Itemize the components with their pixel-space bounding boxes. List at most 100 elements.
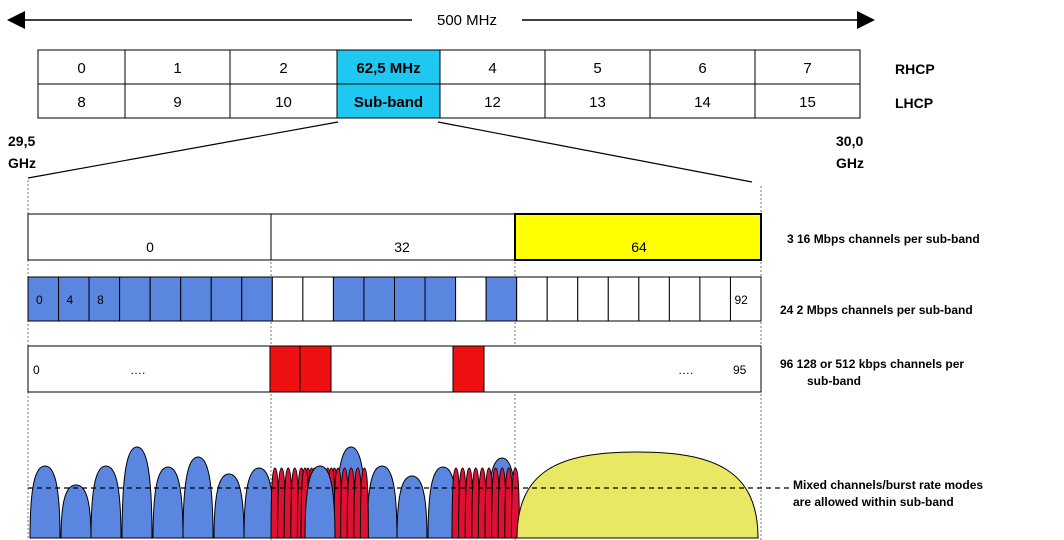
spectrum-2mbps-bump [304, 465, 336, 539]
channel-2mbps [210, 276, 243, 322]
subband-cell [754, 83, 861, 119]
spectrum-16mbps-dome [516, 451, 759, 539]
polarization-lhcp: LHCP [895, 95, 933, 111]
freq-right-value: 30,0 [836, 133, 863, 149]
channel-2mbps [668, 276, 701, 322]
channel-kbps-active [452, 345, 485, 393]
channel-2mbps [546, 276, 579, 322]
channel-kbps-active [269, 345, 301, 393]
spectrum-illustration [29, 446, 759, 539]
label-kbps-ellipsis-right: …. [678, 363, 693, 377]
label-2mbps: 4 [67, 293, 74, 307]
subband-highlight-label: Sub-band [354, 94, 423, 111]
channel-16mbps-0 [27, 213, 272, 261]
subband-number: 1 [173, 60, 181, 77]
subband-number: 7 [803, 60, 811, 77]
channel-2mbps [27, 276, 60, 322]
span-label: 500 MHz [437, 12, 497, 29]
channel-2mbps [577, 276, 609, 322]
subband-number: 4 [488, 60, 496, 77]
freq-left-value: 29,5 [8, 133, 35, 149]
note-kbps-line2: sub-band [807, 374, 861, 388]
subband-grid: 0 1 2 62,5 MHz 4 5 6 78 9 10 Sub-band 12 13 14 15RHCPL… [37, 49, 935, 119]
spectrum-2mbps-bump [90, 465, 122, 539]
subband-highlight-cell [336, 49, 441, 85]
polarization-rhcp: RHCP [895, 61, 935, 77]
channel-16mbps-64 [514, 213, 762, 261]
label-kbps-ellipsis-left: …. [130, 363, 145, 377]
channel-2mbps [699, 276, 731, 322]
spectrum-2mbps-bump [213, 473, 245, 539]
channel-2mbps [119, 276, 151, 322]
channel-2mbps [394, 276, 426, 322]
subband-highlight-label: 62,5 MHz [356, 60, 420, 77]
subband-cell [229, 49, 338, 85]
channel-2mbps [302, 276, 334, 322]
label-kbps-95: 95 [733, 363, 747, 377]
subband-number: 8 [77, 94, 85, 111]
spectrum-kbps-bump [359, 467, 369, 539]
channel-2mbps [180, 276, 212, 322]
subband-number: 0 [77, 60, 85, 77]
spectrum-2mbps-bump [182, 456, 214, 539]
freq-right-label: 30,0 GHz [836, 133, 864, 171]
subband-cell [544, 49, 651, 85]
note-spectrum-line1: Mixed channels/burst rate modes [793, 478, 983, 492]
spectrum-2mbps-bump [152, 466, 184, 539]
channel-2mbps [58, 276, 90, 322]
channel-2mbps [516, 276, 548, 322]
subband-number: 9 [173, 94, 181, 111]
row-2mbps: 0 4 8 92 [27, 276, 762, 322]
spectrum-2mbps-bump [366, 465, 398, 539]
note-2mbps: 24 2 Mbps channels per sub-band [780, 303, 973, 317]
channel-kbps-active [299, 345, 332, 393]
subband-number: 14 [694, 94, 711, 111]
channel-2mbps [424, 276, 457, 322]
channel-2mbps [88, 276, 121, 322]
row-kbps: 0 …. …. 95 [27, 345, 762, 393]
zoom-line-left [27, 121, 339, 179]
freq-right-unit: GHz [836, 155, 864, 171]
label-16-0: 0 [146, 239, 154, 255]
channel-2mbps [271, 276, 304, 322]
channel-2mbps [363, 276, 396, 322]
label-2mbps: 92 [734, 293, 748, 307]
subband-cell [124, 49, 231, 85]
channel-2mbps [455, 276, 487, 322]
label-16-32: 32 [394, 239, 410, 255]
subband-number: 10 [275, 94, 292, 111]
subband-number: 13 [589, 94, 606, 111]
channel-2mbps [607, 276, 640, 322]
subband-cell [124, 83, 231, 119]
subband-number: 5 [593, 60, 601, 77]
channel-2mbps [241, 276, 273, 322]
subband-cell [37, 83, 126, 119]
label-2mbps: 0 [36, 293, 43, 307]
subband-cell [37, 49, 126, 85]
zoom-line-right [437, 121, 753, 183]
note-kbps-line1: 96 128 or 512 kbps channels per [780, 357, 964, 371]
row-kbps-frame [27, 345, 762, 393]
subband-number: 2 [279, 60, 287, 77]
spectrum-2mbps-bump [121, 446, 153, 539]
spectrum-2mbps-bump [396, 475, 428, 539]
spectrum-2mbps-bump [60, 484, 92, 539]
channel-2mbps [638, 276, 670, 322]
span-arrow: 500 MHz [7, 11, 875, 29]
note-16mbps: 3 16 Mbps channels per sub-band [787, 232, 980, 246]
channel-2mbps [485, 276, 518, 322]
channel-2mbps [332, 276, 365, 322]
subband-cell [544, 83, 651, 119]
spectrum-2mbps-bump [243, 467, 275, 539]
subband-cell [229, 83, 338, 119]
subband-number: 6 [698, 60, 706, 77]
spectrum-kbps-bump [510, 467, 520, 539]
freq-left-unit: GHz [8, 155, 36, 171]
spectrum-2mbps-bump [29, 465, 61, 539]
label-kbps-0: 0 [33, 363, 40, 377]
channel-2mbps [729, 276, 762, 322]
subband-highlight-cell [336, 83, 441, 119]
label-2mbps: 8 [97, 293, 104, 307]
channel-16mbps-32 [270, 213, 516, 261]
